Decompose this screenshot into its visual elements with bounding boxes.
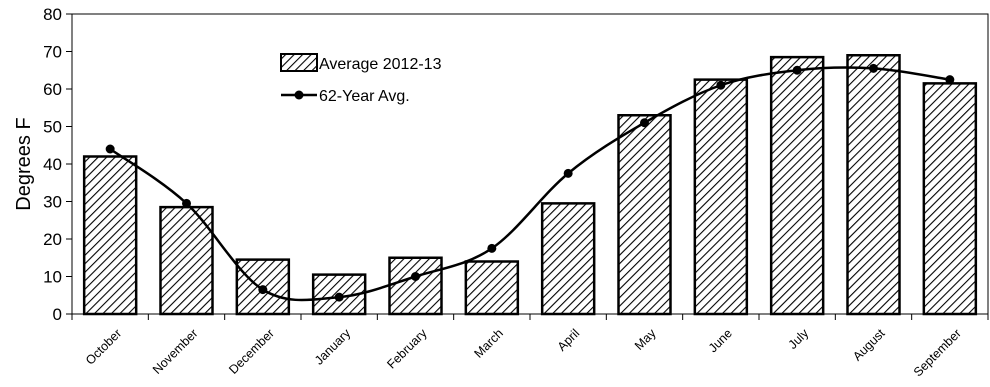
- x-tick-label: July: [786, 326, 812, 352]
- y-axis: 0 10 20 30 40 50 60 70 80: [43, 5, 72, 324]
- line-point: [563, 168, 573, 178]
- line-point: [716, 80, 726, 90]
- y-tick-label: 20: [43, 230, 62, 249]
- bar: [540, 202, 596, 316]
- bar: [82, 155, 138, 316]
- line-point: [945, 75, 955, 85]
- line-point: [869, 63, 878, 73]
- bar: [693, 78, 749, 316]
- x-tick-label: March: [471, 326, 505, 360]
- legend: Average 2012-13 62-Year Avg.: [280, 53, 442, 105]
- legend-label: 62-Year Avg.: [319, 88, 410, 105]
- legend-swatch-marker: [294, 90, 304, 100]
- line-point: [334, 292, 344, 302]
- bar-series: [82, 54, 978, 316]
- line-point: [792, 65, 802, 75]
- line-point: [487, 243, 497, 253]
- y-tick-label: 60: [43, 80, 62, 99]
- bar: [388, 256, 443, 316]
- bar: [846, 54, 901, 316]
- legend-swatch-bars: [280, 53, 318, 72]
- line-point: [258, 285, 268, 295]
- bar: [922, 82, 978, 316]
- y-tick-label: 50: [43, 118, 62, 137]
- x-tick-label: February: [384, 326, 430, 372]
- line-point: [105, 144, 115, 154]
- y-tick-label: 30: [43, 193, 62, 212]
- x-tick-label: September: [911, 326, 964, 379]
- y-tick-label: 40: [43, 155, 62, 174]
- line-point: [411, 272, 420, 281]
- bar: [464, 260, 520, 316]
- bar: [159, 205, 214, 316]
- y-axis-title: Degrees F: [13, 117, 35, 210]
- x-tick-label: November: [150, 326, 201, 377]
- y-tick-label: 0: [53, 305, 62, 324]
- x-tick-label: December: [226, 326, 277, 377]
- line-point: [640, 118, 649, 128]
- bar: [617, 114, 672, 316]
- x-tick-label: April: [555, 326, 583, 354]
- legend-label: Average 2012-13: [319, 56, 442, 73]
- x-tick-label: January: [312, 326, 354, 368]
- x-tick-label: June: [706, 326, 735, 355]
- y-tick-label: 80: [43, 5, 62, 24]
- x-tick-label: October: [83, 326, 124, 367]
- x-tick-label: May: [632, 326, 659, 353]
- line-series: [105, 63, 955, 302]
- y-tick-label: 10: [43, 268, 62, 287]
- x-tick-label: August: [850, 326, 888, 364]
- line-point: [182, 198, 191, 208]
- bar: [769, 55, 825, 316]
- x-axis: October November December January February Ma…: [71, 314, 989, 379]
- y-tick-label: 70: [43, 43, 62, 62]
